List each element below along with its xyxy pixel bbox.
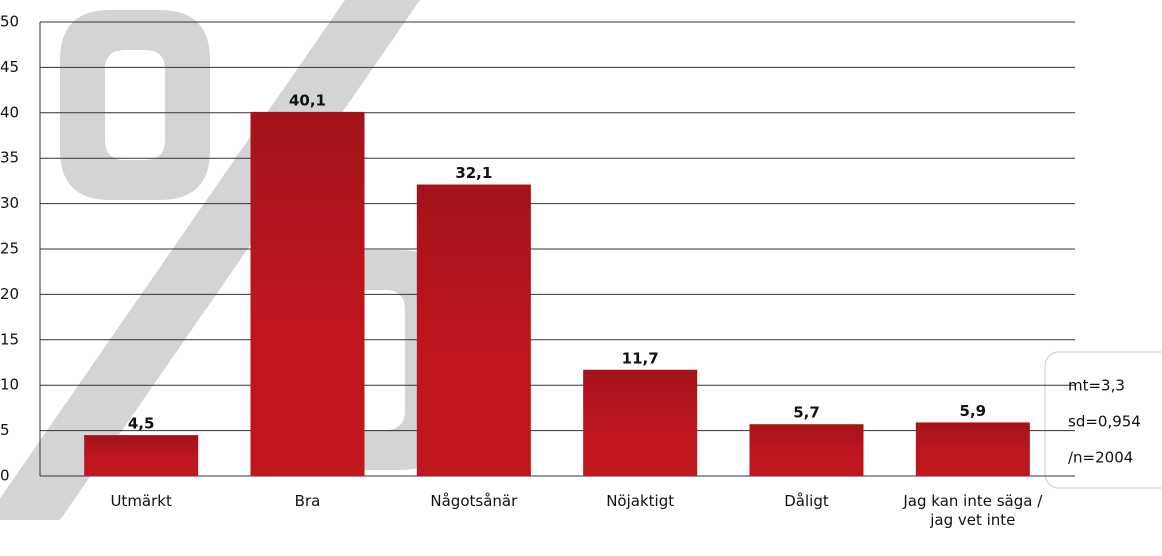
bar-shade: [84, 435, 198, 476]
bar-shade: [750, 424, 864, 476]
y-tick-label: 15: [0, 330, 19, 348]
value-label: 5,9: [960, 402, 987, 420]
bar-shade: [916, 422, 1030, 476]
y-tick-label: 35: [0, 149, 19, 167]
y-tick-label: 50: [0, 13, 19, 31]
y-tick-label: 10: [0, 376, 19, 394]
stats-text: /n=2004: [1068, 449, 1133, 467]
x-tick-label: Utmärkt: [71, 492, 211, 511]
x-tick-label: Bra: [238, 492, 378, 511]
stats-text: mt=3,3: [1068, 377, 1125, 395]
stats-text: sd=0,954: [1068, 413, 1141, 431]
value-label: 32,1: [455, 164, 492, 182]
bar-shade: [417, 185, 531, 476]
value-label: 11,7: [622, 349, 659, 367]
x-tick-label: Någotsånär: [404, 492, 544, 511]
x-tick-label: Jag kan inte säga / jag vet inte: [903, 492, 1043, 530]
bar-shade: [583, 370, 697, 476]
value-label: 5,7: [793, 404, 820, 422]
value-label: 40,1: [289, 91, 326, 109]
y-tick-label: 30: [0, 194, 19, 212]
y-tick-label: 25: [0, 240, 19, 258]
x-tick-label: Nöjaktigt: [570, 492, 710, 511]
y-tick-label: 0: [0, 467, 10, 485]
watermark: [0, 0, 450, 520]
chart: 0 5 10 15 20 25 30 35 40 45 50 4,5 40,1 32,1 11,7 5,7 5,…: [0, 0, 1162, 556]
y-tick-label: 5: [0, 421, 10, 439]
value-label: 4,5: [128, 415, 155, 433]
y-tick-label: 45: [0, 58, 19, 76]
y-tick-label: 40: [0, 103, 19, 121]
x-tick-label: Dåligt: [737, 492, 877, 511]
bar-shade: [251, 112, 365, 476]
y-tick-label: 20: [0, 285, 19, 303]
